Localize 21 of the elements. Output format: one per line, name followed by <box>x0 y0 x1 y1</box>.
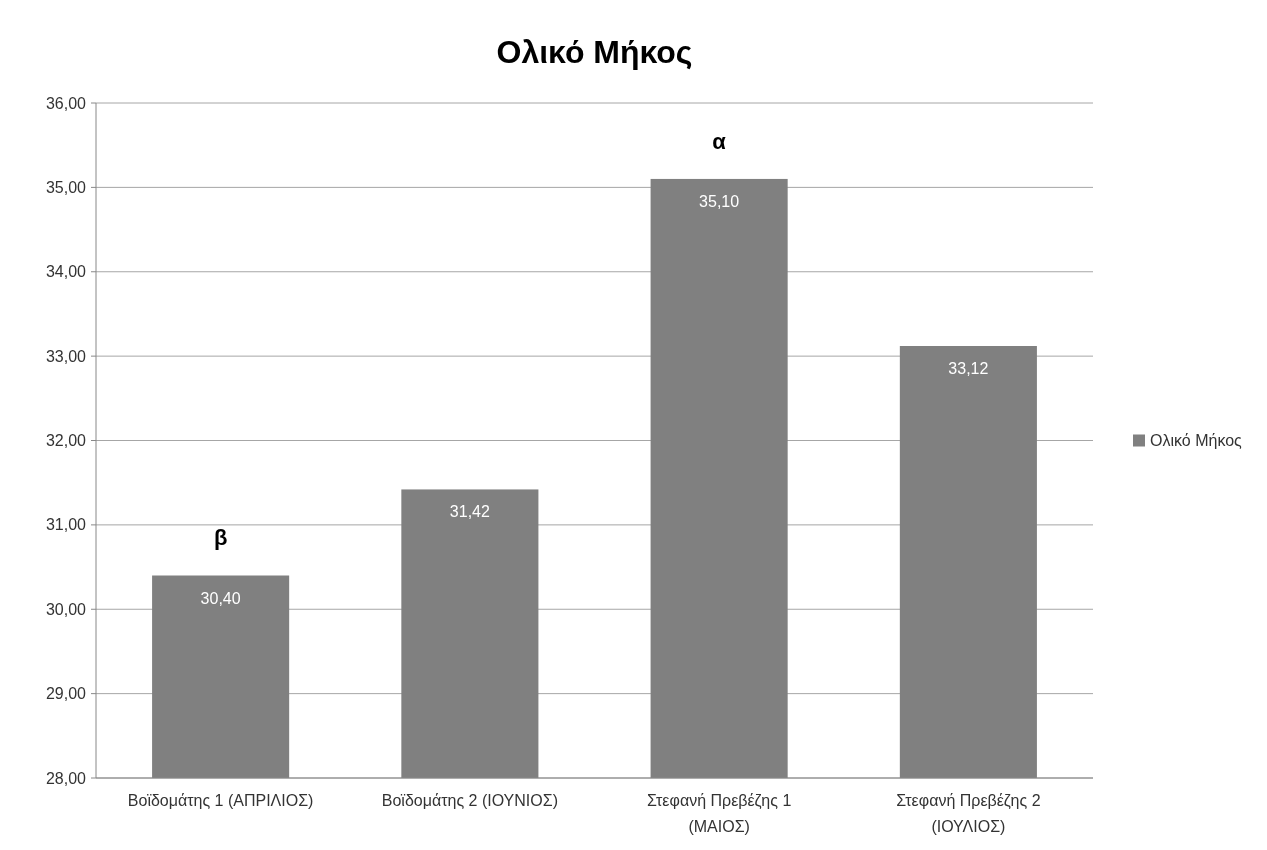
data-label: 35,10 <box>699 192 740 210</box>
data-label: 31,42 <box>449 503 490 521</box>
y-tick-label: 30,00 <box>45 600 87 618</box>
y-tick-label: 34,00 <box>45 263 87 281</box>
letter-mark: α <box>712 128 726 154</box>
x-tick-label: Βοϊδομάτης 1 (ΑΠΡΙΛΙΟΣ) <box>127 792 314 809</box>
y-tick-label: 29,00 <box>45 685 87 703</box>
y-tick-label: 31,00 <box>45 516 87 534</box>
legend-label: Ολικό Μήκος <box>1150 432 1243 450</box>
x-tick-label: Βοϊδομάτης 2 (ΙΟΥΝΙΟΣ) <box>381 792 558 809</box>
x-tick-label: Στεφανή Πρεβέζης 2 (ΙΟΥΛΙΟΣ) <box>896 792 1041 835</box>
letter-mark: β <box>213 525 228 551</box>
y-tick-label: 32,00 <box>45 432 87 450</box>
y-tick-label: 28,00 <box>45 769 87 787</box>
y-tick-label: 35,00 <box>45 178 87 196</box>
y-tick-label: 36,00 <box>45 94 87 112</box>
y-tick-label: 33,00 <box>45 347 87 365</box>
data-label: 33,12 <box>948 360 989 377</box>
x-tick-label: Στεφανή Πρεβέζης 1 (ΜΑΙΟΣ) <box>646 792 792 835</box>
data-label: 30,40 <box>200 589 241 607</box>
chart-title: Ολικό Μήκος <box>496 34 693 70</box>
